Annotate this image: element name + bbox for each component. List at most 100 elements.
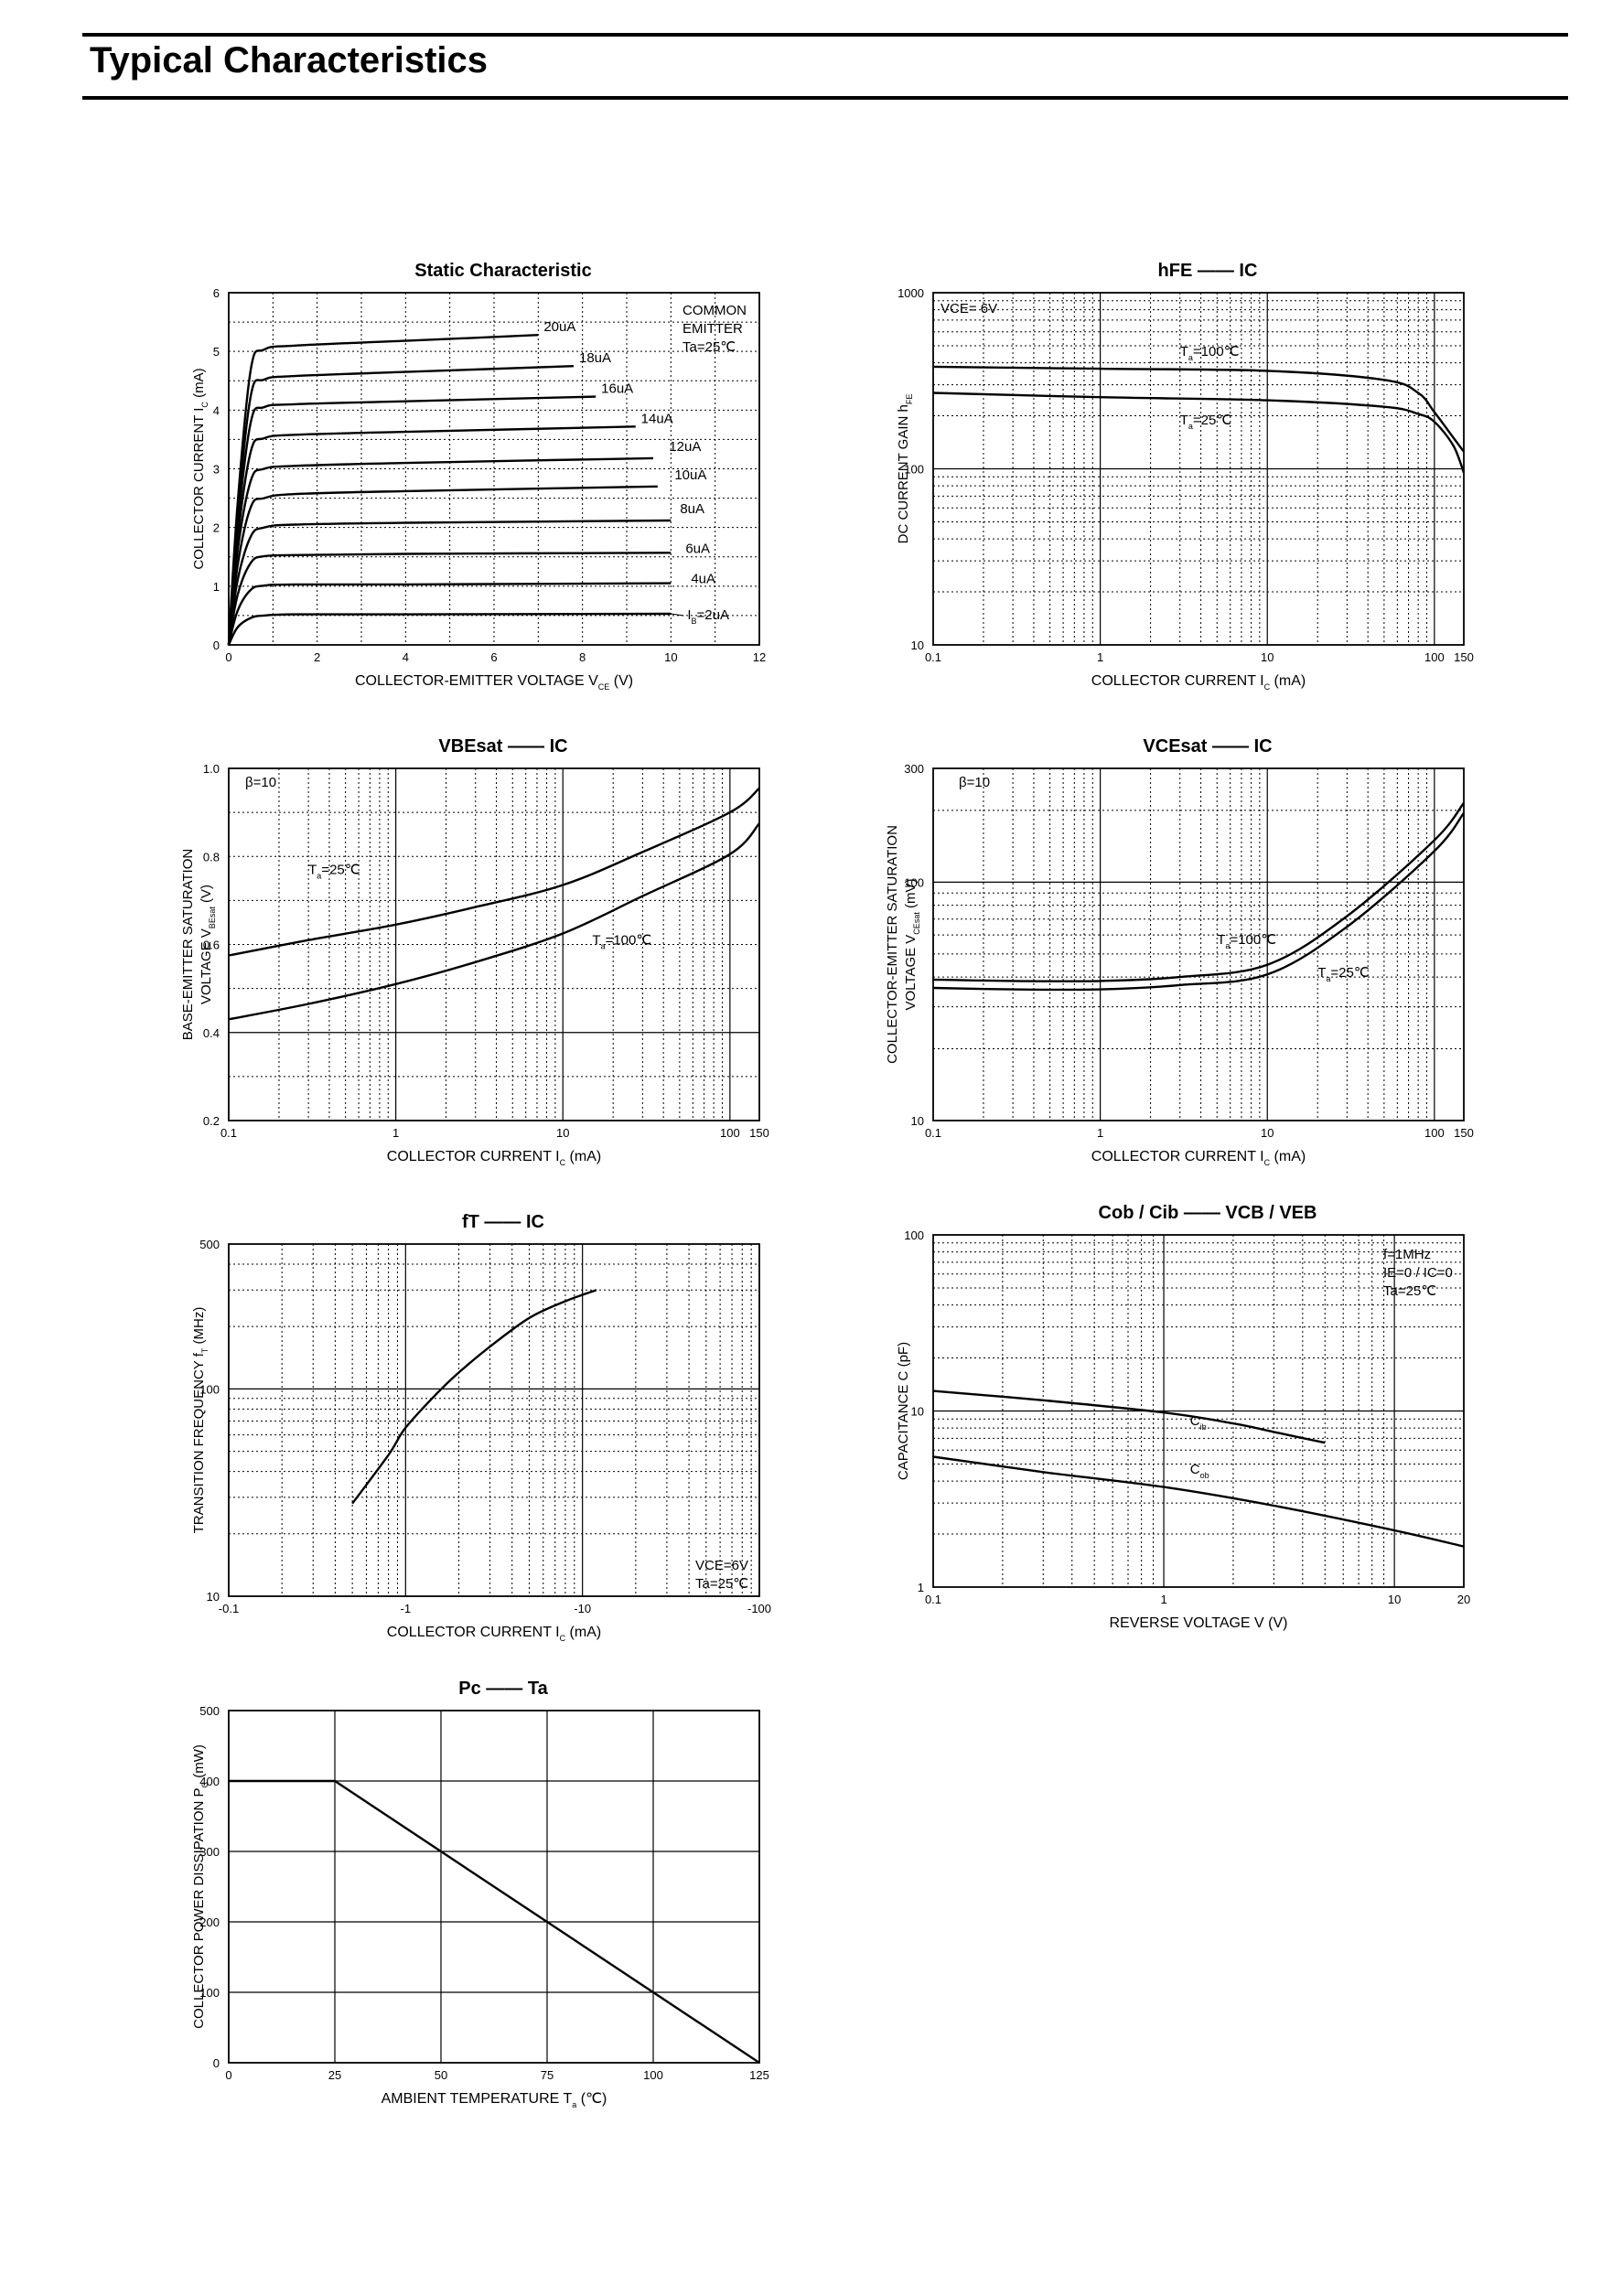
chart-vbesat: VBEsat —— IC 0.1 1 10 100 150 0.2 0.4 0.6 0.8 1.0…: [180, 736, 769, 1167]
x-axis-label: COLLECTOR CURRENT IC (mA): [387, 1625, 601, 1643]
plot-frame: [228, 767, 760, 1121]
x-tick-label: 150: [1454, 650, 1474, 664]
y-tick-label: 4: [213, 403, 220, 417]
series-line: [227, 365, 575, 646]
condition-vce: VCE=6V: [695, 1558, 748, 1573]
condition-1: COMMON: [683, 303, 747, 318]
x-tick-label: 0: [225, 650, 231, 664]
x-tick-label: 0.1: [925, 650, 941, 664]
x-tick-label: 10: [1261, 650, 1274, 664]
series-line: [932, 1389, 1326, 1444]
y-tick-label: 10: [911, 1114, 924, 1128]
x-tick-label: 100: [720, 1126, 740, 1140]
chart-capacitance: Cob / Cib —— VCB / VEB 0.1 1 10 20110100REV…: [896, 1203, 1470, 1631]
series-line: [932, 1455, 1465, 1548]
x-tick-label: 75: [541, 2068, 554, 2082]
x-tick-label: 150: [1454, 1126, 1474, 1140]
series-line: [227, 485, 658, 646]
series-label: 10uA: [674, 467, 706, 483]
condition-ta: Ta=25℃: [695, 1576, 748, 1592]
y-tick-label: 100: [199, 1986, 220, 2000]
x-tick-label: 100: [1424, 650, 1445, 664]
y-tick-label: 0.2: [203, 1114, 220, 1128]
y-axis-label: COLLECTOR CURRENT IC (mA): [191, 368, 210, 569]
y-tick-label: 500: [199, 1704, 220, 1718]
y-tick-label: 200: [199, 1915, 220, 1929]
series-label: 6uA: [685, 541, 710, 556]
y-tick-label: 0.8: [203, 850, 220, 864]
y-tick-label: 0.4: [203, 1026, 220, 1040]
series-line: [227, 582, 672, 646]
x-axis-label: COLLECTOR-EMITTER VOLTAGE VCE (V): [355, 673, 633, 692]
plot-frame: [932, 292, 1465, 646]
series-label: 18uA: [579, 350, 611, 366]
series-label: IB=2uA: [687, 607, 729, 626]
series-label: Ta=25℃: [1317, 965, 1369, 983]
series-label: 12uA: [669, 439, 701, 455]
y-tick-label: 100: [904, 463, 924, 477]
y-tick-label: 100: [199, 1382, 220, 1396]
series-line: [932, 812, 1465, 992]
series-line: [228, 787, 760, 957]
y-axis-label: BASE-EMITTER SATURATION: [180, 849, 196, 1040]
x-axis-label: AMBIENT TEMPERATURE Ta (℃): [382, 2091, 607, 2109]
series-line: [227, 425, 636, 646]
x-tick-label: 100: [643, 2068, 663, 2082]
y-tick-label: 100: [904, 1228, 924, 1242]
chart-title: fT —— IC: [462, 1212, 544, 1232]
series-label: 20uA: [543, 319, 575, 335]
plot-frame: [228, 1710, 760, 2064]
series-line: [227, 456, 654, 646]
chart-title: VCEsat —— IC: [1143, 736, 1272, 756]
chart-hfe: hFE —— IC 0.1 1 10 100 150 10 100 1000 COLLECTOR…: [896, 261, 1474, 692]
x-tick-label: 10: [664, 650, 677, 664]
y-tick-label: 6: [213, 286, 220, 300]
x-tick-label: 1: [1097, 1126, 1103, 1140]
x-tick-label: 6: [490, 650, 497, 664]
y-tick-label: 1.0: [203, 762, 220, 776]
condition-3: Ta=25℃: [683, 339, 736, 355]
y-axis-label: COLLECTOR POWER DISSIPATION PC (mW): [191, 1744, 210, 2029]
condition-2: EMITTER: [683, 321, 743, 337]
y-tick-label: 500: [199, 1238, 220, 1251]
series-line: [227, 334, 539, 646]
x-tick-label: 4: [403, 650, 409, 664]
y-tick-label: 3: [213, 463, 220, 477]
y-axis-label: COLLECTOR-EMITTER SATURATION: [885, 825, 900, 1064]
y-tick-label: 1: [918, 1581, 924, 1594]
y-tick-label: 0: [213, 2056, 220, 2070]
y-axis-label: CAPACITANCE C (pF): [896, 1342, 911, 1480]
series-line: [227, 612, 672, 646]
x-tick-label: 0.1: [220, 1126, 237, 1140]
x-tick-label: 8: [579, 650, 586, 664]
y-axis-label: TRANSITION FREQUENCY fT (MHz): [191, 1307, 210, 1534]
series-label: Ta=100℃: [1180, 344, 1240, 362]
plot-frame: [228, 292, 760, 646]
x-tick-label: -10: [574, 1602, 591, 1615]
y-tick-label: 400: [199, 1775, 220, 1788]
series-label: Ta=100℃: [592, 933, 651, 951]
series-line: [932, 365, 1465, 453]
series-line: [351, 1289, 597, 1505]
x-tick-label: 10: [556, 1126, 569, 1140]
x-tick-label: 10: [1388, 1593, 1401, 1606]
condition-freq: f=1MHz: [1383, 1247, 1431, 1262]
y-axis-label-2: VOLTAGE VCEsat (mV): [903, 879, 921, 1011]
y-tick-label: 10: [911, 1405, 924, 1419]
series-label: Cob: [1190, 1462, 1209, 1480]
x-tick-label: 20: [1457, 1593, 1470, 1606]
chart-pc: Pc —— Ta 0 25 50 75 100 125 0 100 200 300 400 500 AM…: [191, 1679, 769, 2109]
header-rule-bottom: [82, 96, 1568, 100]
chart-title: VBEsat —— IC: [438, 736, 567, 756]
condition-bias: IE=0 / IC=0: [1383, 1265, 1453, 1281]
series-label: 4uA: [691, 572, 715, 587]
plot-frame: [932, 767, 1465, 1121]
plot-frame: [228, 1243, 760, 1597]
y-tick-label: 100: [904, 875, 924, 889]
series-line: [932, 392, 1466, 474]
y-tick-label: 1: [213, 580, 220, 594]
y-tick-label: 2: [213, 521, 220, 535]
x-axis-label: REVERSE VOLTAGE V (V): [1109, 1615, 1287, 1631]
header-rule-top: [82, 33, 1568, 37]
series-line: [227, 519, 672, 646]
